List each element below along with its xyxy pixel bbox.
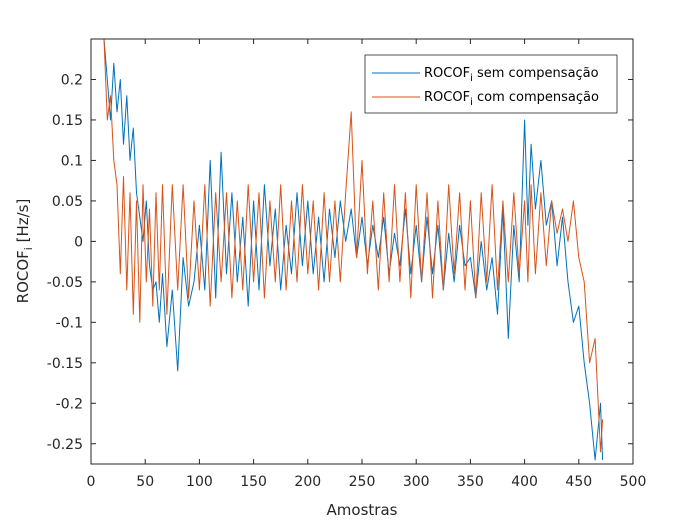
- x-tick-label: 200: [294, 474, 321, 490]
- x-axis-title: Amostras: [327, 501, 398, 519]
- y-tick-label: 0.15: [52, 113, 83, 129]
- legend-label-com-compensacao: ROCOFi com compensação: [424, 90, 599, 108]
- y-tick-label: 0.2: [61, 72, 83, 88]
- y-tick-label: -0.1: [56, 315, 83, 331]
- y-tick-label: 0: [74, 234, 83, 250]
- y-axis-title: ROCOFi [Hz/s]: [14, 199, 35, 304]
- y-tick-label: -0.05: [47, 275, 83, 291]
- legend-box: [364, 54, 618, 114]
- x-tick-label: 400: [511, 474, 538, 490]
- x-tick-label: 50: [136, 474, 154, 490]
- x-tick-label: 100: [186, 474, 213, 490]
- y-axis-title-main: ROCOF: [14, 250, 32, 303]
- x-tick-label: 250: [349, 474, 376, 490]
- x-tick-label: 0: [87, 474, 96, 490]
- y-axis-title-sub: i: [22, 247, 35, 250]
- y-tick-label: -0.25: [47, 437, 83, 453]
- x-tick-label: 150: [240, 474, 267, 490]
- legend-com-rest: com compensação: [473, 90, 599, 105]
- y-axis-title-rest: [Hz/s]: [14, 199, 32, 248]
- ticks-layer: 0 50 100 150 200 250 300 350 400 450 500 -0.25 -0.2 -…: [47, 39, 647, 490]
- legend-sem-rest: sem compensação: [473, 66, 599, 81]
- legend-com-sub: i: [470, 97, 473, 108]
- y-tick-label: -0.2: [56, 396, 83, 412]
- y-tick-label: 0.1: [61, 153, 83, 169]
- x-tick-label: 350: [457, 474, 484, 490]
- x-tick-label: 450: [565, 474, 592, 490]
- legend-com-main: ROCOF: [424, 90, 470, 105]
- y-tick-label: -0.15: [47, 356, 83, 372]
- series-line-com-compensacao: [103, 39, 604, 453]
- legend-sem-main: ROCOF: [424, 66, 470, 81]
- x-tick-label: 500: [620, 474, 647, 490]
- legend-label-sem-compensacao: ROCOFi sem compensação: [424, 66, 599, 84]
- legend-sem-sub: i: [470, 73, 473, 84]
- legend: ROCOFi sem compensação ROCOFi com compen…: [364, 54, 618, 114]
- y-tick-label: 0.05: [52, 194, 83, 210]
- series-layer: [103, 39, 604, 461]
- x-tick-label: 300: [403, 474, 430, 490]
